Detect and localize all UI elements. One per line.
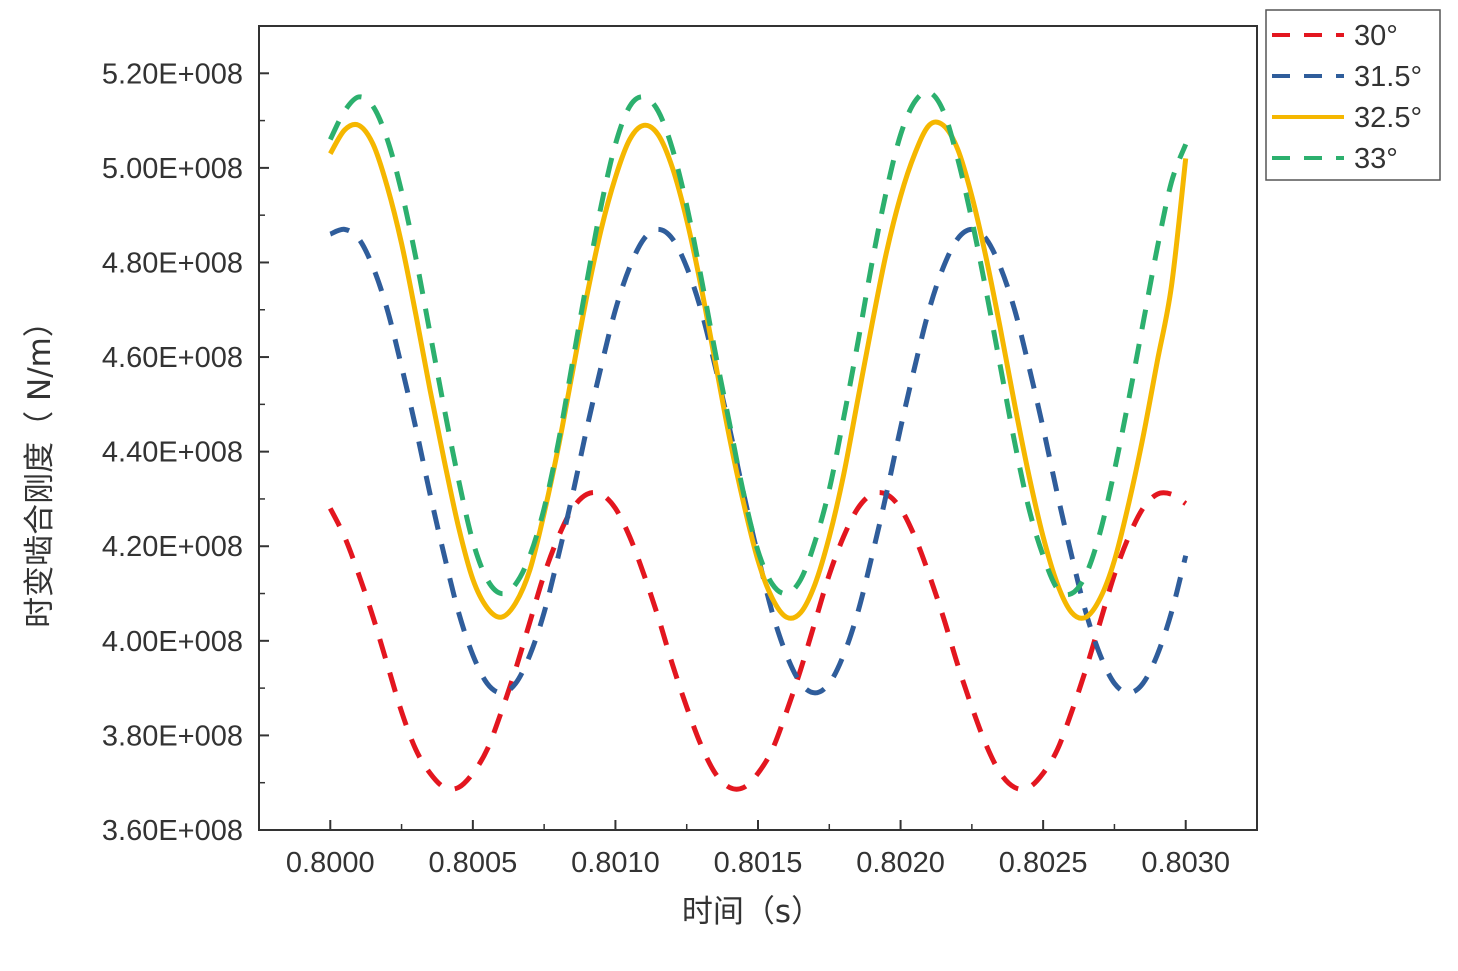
legend: 30° 31.5° 32.5° 33° (1265, 9, 1441, 181)
series-line-4 (328, 89, 1189, 598)
y-tick-label: 4.80E+008 (102, 247, 243, 279)
y-tick-label: 4.40E+008 (102, 437, 243, 469)
y-tick-label: 4.00E+008 (102, 626, 243, 658)
x-tick-label: 0.8015 (714, 847, 803, 879)
legend-box (1265, 9, 1441, 181)
x-tick-label: 0.8000 (286, 847, 375, 879)
y-tick-label: 3.80E+008 (102, 720, 243, 752)
legend-label-2: 31.5° (1354, 61, 1422, 93)
x-axis-title: 时间（s） (682, 894, 822, 930)
x-tick-label: 0.8030 (1141, 847, 1230, 879)
legend-items: 30° 31.5° 32.5° 33° (1272, 20, 1422, 175)
y-tick-label: 4.20E+008 (102, 531, 243, 563)
y-axis-title: 时变啮合刚度（ N/m） (22, 306, 58, 628)
x-axis: 0.8000 0.8005 0.8010 0.8015 0.8020 0.8025 0.80… (286, 820, 1230, 879)
y-tick-label: 3.60E+008 (102, 815, 243, 847)
y-tick-label: 4.60E+008 (102, 342, 243, 374)
y-tick-label: 5.00E+008 (102, 153, 243, 185)
x-tick-label: 0.8010 (571, 847, 660, 879)
plot-frame (258, 25, 1258, 831)
series-line-3 (328, 119, 1189, 621)
x-tick-label: 0.8025 (999, 847, 1088, 879)
y-axis: 3.60E+008 3.80E+008 4.00E+008 4.20E+008 4.40… (102, 58, 269, 847)
legend-label-1: 30° (1354, 20, 1398, 52)
legend-label-3: 32.5° (1354, 102, 1422, 134)
y-tick-label: 5.20E+008 (102, 58, 243, 90)
x-tick-label: 0.8020 (856, 847, 945, 879)
series-line-1 (328, 489, 1188, 792)
series-layer (328, 89, 1189, 792)
legend-label-4: 33° (1354, 143, 1398, 175)
x-tick-label: 0.8005 (429, 847, 518, 879)
series-line-2 (329, 226, 1189, 696)
